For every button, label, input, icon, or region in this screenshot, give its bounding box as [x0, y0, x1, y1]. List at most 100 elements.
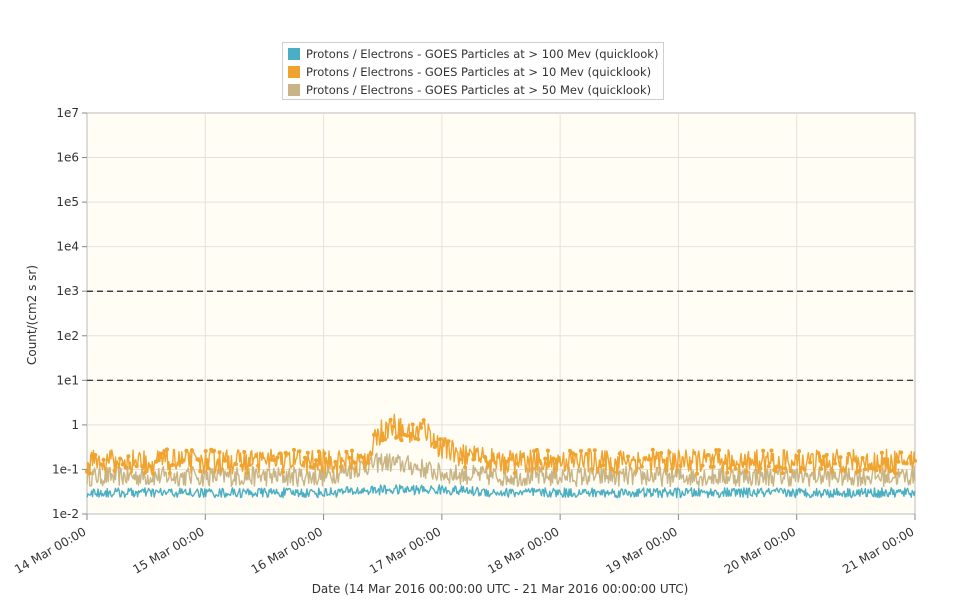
data-point: [195, 457, 200, 462]
data-point: [87, 471, 92, 476]
data-point: [189, 448, 194, 453]
data-point: [830, 469, 835, 474]
data-point: [366, 460, 371, 465]
data-point: [305, 450, 310, 455]
data-point: [833, 461, 837, 466]
data-point: [799, 465, 804, 470]
legend-label-100mev: Protons / Electrons - GOES Particles at …: [306, 47, 659, 61]
data-point: [151, 471, 156, 476]
data-point: [167, 471, 172, 476]
data-point: [333, 459, 338, 464]
legend: Protons / Electrons - GOES Particles at …: [282, 42, 664, 100]
y-tick-label: 1e6: [56, 151, 79, 165]
data-point: [642, 456, 647, 461]
data-point: [700, 463, 705, 468]
series-2: [86, 452, 916, 487]
data-point: [744, 469, 749, 474]
data-point: [526, 458, 531, 463]
data-point: [278, 451, 283, 456]
series-line-2: [86, 452, 916, 487]
series-0: [86, 484, 916, 499]
data-point: [639, 464, 644, 469]
data-point: [650, 447, 655, 452]
data-point: [852, 457, 857, 462]
data-point: [198, 469, 203, 474]
legend-label-50mev: Protons / Electrons - GOES Particles at …: [306, 83, 652, 97]
data-point: [463, 465, 468, 470]
data-point: [410, 422, 415, 427]
data-point: [579, 449, 583, 453]
x-tick-label: 20 Mar 00:00: [722, 524, 798, 576]
y-axis-label: Count/(cm2 s sr): [25, 264, 39, 366]
data-point: [913, 458, 917, 463]
y-axis-ticks: 1e-2 1e-1 1 1e1 1e2 1e3 1e4 1e5 1e6 1e7: [52, 106, 87, 521]
data-point: [350, 448, 354, 453]
data-point: [692, 450, 697, 455]
legend-item-100mev[interactable]: Protons / Electrons - GOES Particles at …: [288, 45, 663, 63]
data-point: [101, 457, 106, 462]
data-point: [419, 425, 423, 430]
y-tick-label: 1e-2: [52, 507, 79, 521]
data-point: [808, 460, 813, 465]
data-point: [482, 454, 487, 459]
data-point: [118, 456, 123, 461]
y-tick-label: 1e1: [56, 373, 79, 387]
data-point: [766, 464, 771, 469]
data-point: [322, 451, 327, 456]
data-point: [247, 462, 252, 467]
data-point: [551, 456, 556, 461]
data-point: [399, 438, 404, 443]
data-point: [112, 468, 117, 473]
data-point: [206, 466, 211, 471]
legend-swatch-50mev: [288, 84, 300, 96]
data-point: [648, 457, 652, 462]
data-point: [391, 424, 396, 429]
data-point: [659, 451, 664, 455]
data-point: [258, 452, 263, 457]
data-point: [614, 470, 619, 475]
data-point: [899, 450, 904, 455]
data-point: [283, 450, 288, 455]
data-point: [609, 466, 614, 471]
data-point: [297, 449, 302, 454]
data-point: [344, 449, 349, 454]
legend-swatch-100mev: [288, 48, 300, 60]
data-point: [521, 454, 526, 458]
data-point: [239, 463, 244, 468]
y-tick-label: 1e7: [56, 106, 79, 120]
data-point: [537, 458, 542, 463]
legend-item-10mev[interactable]: Protons / Electrons - GOES Particles at …: [288, 63, 663, 81]
data-point: [120, 462, 125, 467]
data-point: [471, 457, 476, 462]
x-axis-title: Date (14 Mar 2016 00:00:00 UTC - 21 Mar …: [311, 582, 689, 596]
data-point: [275, 455, 280, 460]
data-point: [181, 458, 186, 463]
x-tick-label: 14 Mar 00:00: [12, 524, 88, 576]
data-point: [369, 451, 374, 456]
legend-item-50mev[interactable]: Protons / Electrons - GOES Particles at …: [288, 81, 663, 99]
data-point: [893, 471, 898, 476]
data-point: [372, 432, 376, 437]
data-point: [242, 450, 247, 454]
data-point: [741, 461, 746, 466]
data-point: [512, 471, 517, 475]
x-tick-label: 19 Mar 00:00: [604, 524, 680, 576]
data-point: [722, 460, 727, 465]
data-point: [316, 449, 321, 454]
series-line-0: [86, 484, 916, 499]
data-point: [507, 457, 512, 461]
data-point: [223, 458, 227, 463]
data-point: [457, 457, 462, 462]
data-point: [303, 455, 307, 460]
data-point: [421, 418, 426, 423]
data-point: [772, 468, 777, 473]
data-point: [156, 458, 161, 463]
x-tick-label: 16 Mar 00:00: [249, 524, 325, 576]
data-point: [234, 462, 238, 467]
data-point: [394, 435, 399, 440]
data-point: [212, 448, 216, 453]
data-point: [857, 468, 862, 473]
data-point: [667, 450, 672, 455]
data-point: [868, 466, 873, 471]
